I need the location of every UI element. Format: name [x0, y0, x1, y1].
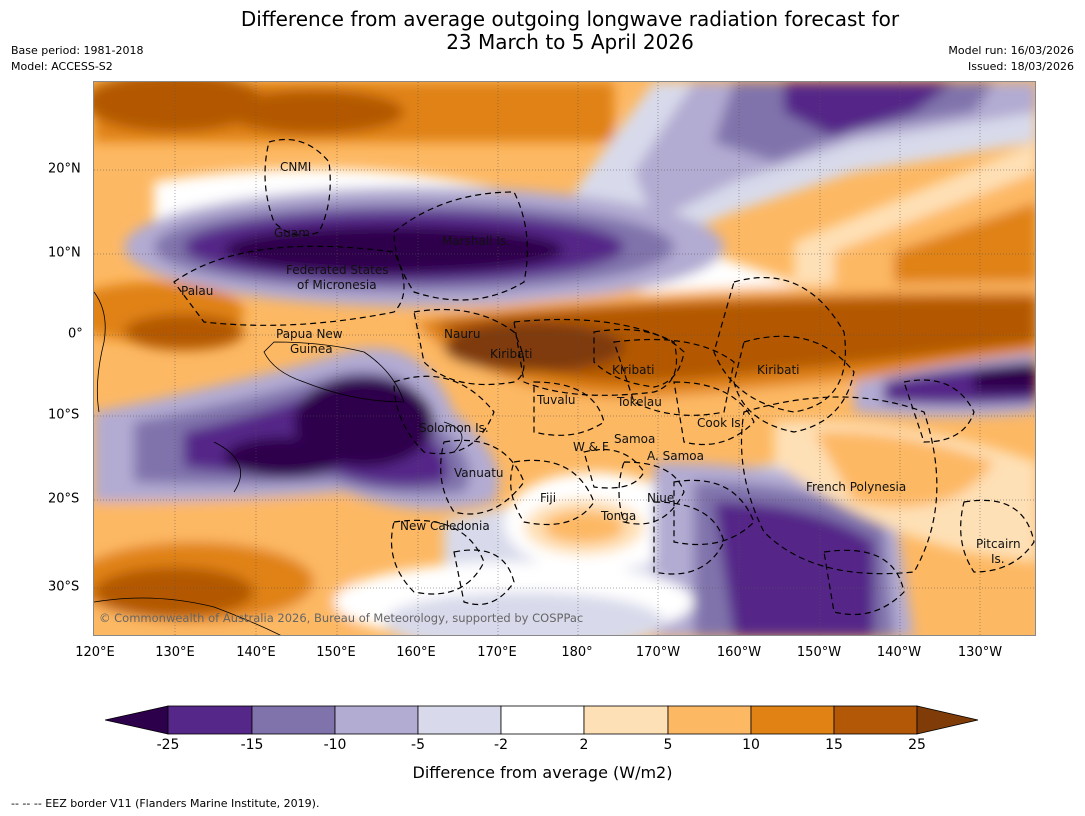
meta-right: Model run: 16/03/2026 Issued: 18/03/2026 [948, 43, 1074, 75]
eez-footnote: -- -- -- EEZ border V11 (Flanders Marine… [11, 797, 320, 810]
map-canvas: CNMI Guam Marshall Is. Federated States … [94, 82, 1035, 635]
colorbar-bin-9 [833, 705, 918, 735]
lon-tick-5: 160°E [396, 645, 436, 660]
copyright-text: © Commonwealth of Australia 2026, Bureau… [99, 611, 583, 625]
label-fsm-1: Federated States [286, 263, 388, 277]
lon-tick-10: 150°W [796, 645, 842, 660]
colorbar-extend-high [916, 705, 979, 735]
label-marshall: Marshall Is. [442, 234, 510, 248]
cb-tick-4: -5 [411, 737, 425, 753]
lon-tick-2: 130°E [155, 645, 195, 660]
cb-tick-3: -10 [323, 737, 347, 753]
colorbar-bin-2 [251, 705, 336, 735]
lon-tick-8: 170°W [635, 645, 681, 660]
lon-tick-11: 140°W [876, 645, 922, 660]
colorbar-bin-4 [417, 705, 502, 735]
lat-tick-2: 10°N [48, 245, 81, 261]
cb-tick-10: 25 [908, 737, 926, 753]
colorbar-bin-3 [334, 705, 419, 735]
region-labels: CNMI Guam Marshall Is. Federated States … [99, 160, 1021, 625]
lat-tick-4: 10°S [48, 407, 80, 423]
lon-tick-9: 160°W [716, 645, 762, 660]
label-french-polynesia: French Polynesia [806, 480, 906, 494]
lon-tick-4: 150°E [316, 645, 356, 660]
base-period: Base period: 1981-2018 [11, 44, 144, 57]
cb-tick-8: 10 [742, 737, 760, 753]
coastlines [94, 291, 463, 635]
graticule [94, 82, 1035, 635]
lon-tick-12: 130°W [957, 645, 1003, 660]
label-png-1: Papua New [276, 327, 343, 341]
colorbar-bin-7 [667, 705, 752, 735]
label-tokelau: Tokelau [616, 395, 662, 409]
label-pitcairn-2: Is. [991, 552, 1005, 566]
anomaly-fields [94, 82, 1035, 635]
label-kiribati-3: Kiribati [757, 363, 799, 377]
label-guam: Guam [274, 226, 310, 240]
label-palau: Palau [181, 284, 213, 298]
colorbar-bin-6 [583, 705, 669, 735]
label-pitcairn-1: Pitcairn [976, 537, 1021, 551]
anomaly-map: CNMI Guam Marshall Is. Federated States … [93, 81, 1036, 636]
label-tuvalu: Tuvalu [536, 393, 576, 407]
title-line-2: 23 March to 5 April 2026 [446, 30, 694, 54]
label-png-2: Guinea [290, 342, 333, 356]
lon-tick-1: 120°E [75, 645, 115, 660]
issued-date: Issued: 18/03/2026 [967, 60, 1074, 73]
lat-tick-6: 30°S [48, 579, 80, 595]
cb-tick-1: -25 [156, 737, 180, 753]
model-name: Model: ACCESS-S2 [11, 60, 113, 73]
label-niue: Niue [647, 491, 674, 505]
cb-tick-6: 2 [579, 737, 589, 753]
lon-tick-7: 180° [561, 645, 593, 660]
label-kiribati-1: Kiribati [490, 347, 532, 361]
colorbar-bin-8 [750, 705, 835, 735]
cb-tick-2: -15 [240, 737, 264, 753]
title-line-1: Difference from average outgoing longwav… [240, 7, 900, 31]
colorbar-extend-low [105, 705, 169, 735]
cb-tick-5: -2 [494, 737, 508, 753]
label-cnmi: CNMI [280, 160, 311, 174]
cb-tick-9: 15 [825, 737, 843, 753]
label-kiribati-2: Kiribati [612, 363, 654, 377]
colorbar-label: Difference from average (W/m2) [412, 763, 673, 782]
label-fsm-2: of Micronesia [297, 278, 377, 292]
label-nauru: Nauru [444, 327, 480, 341]
label-cook: Cook Is. [697, 416, 744, 430]
label-tonga: Tonga [600, 509, 636, 523]
label-new-caledonia: New Caledonia [400, 519, 490, 533]
lon-tick-3: 140°E [236, 645, 276, 660]
eez-borders [173, 138, 1035, 616]
map-title: Difference from average outgoing longwav… [0, 8, 1085, 54]
label-vanuatu: Vanuatu [454, 466, 504, 480]
label-solomon: Solomon Is. [419, 421, 489, 435]
meta-left: Base period: 1981-2018 Model: ACCESS-S2 [11, 43, 143, 75]
lat-tick-5: 20°S [48, 491, 80, 507]
lat-tick-3: 0° [68, 326, 83, 342]
lat-tick-1: 20°N [48, 161, 81, 177]
label-samoa: Samoa [614, 432, 655, 446]
lon-tick-6: 170°E [477, 645, 517, 660]
label-asamoa: A. Samoa [647, 449, 704, 463]
label-wf: W & F [573, 440, 609, 454]
colorbar [105, 705, 979, 735]
model-run: Model run: 16/03/2026 [948, 44, 1074, 57]
cb-tick-7: 5 [663, 737, 673, 753]
label-fiji: Fiji [540, 491, 556, 505]
colorbar-bin-5 [500, 705, 585, 735]
colorbar-bin-1 [167, 705, 253, 735]
